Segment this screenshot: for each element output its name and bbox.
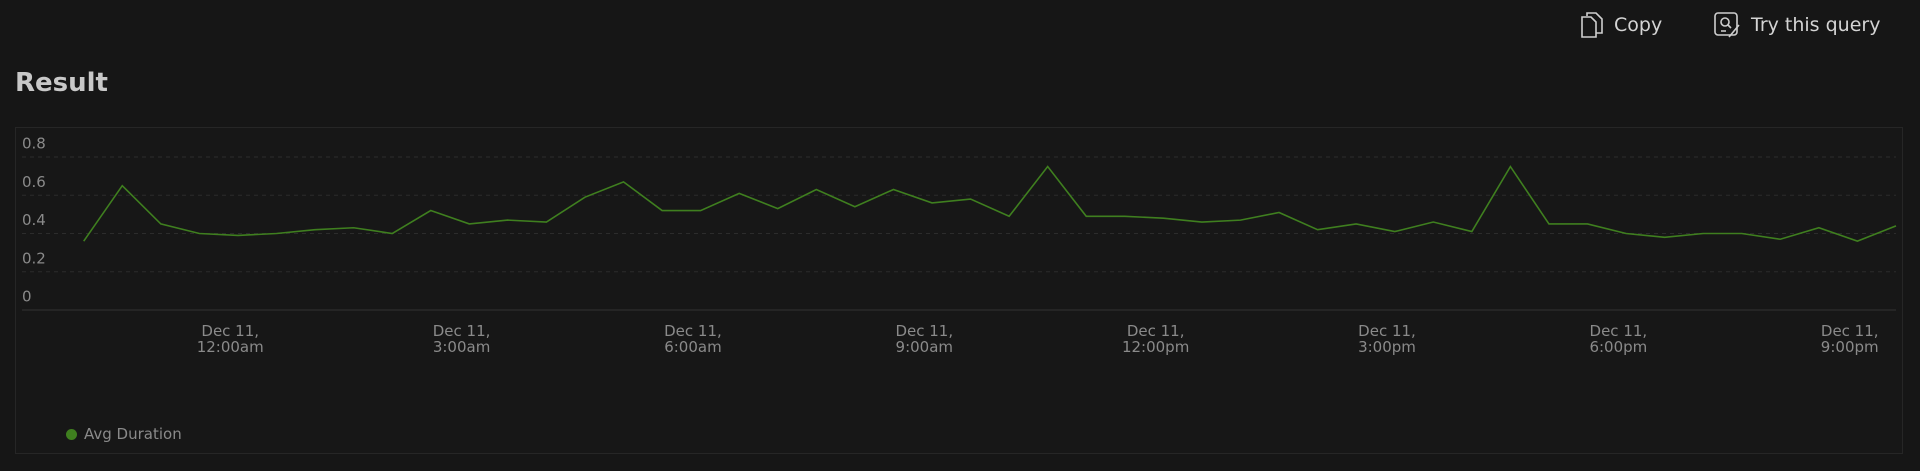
- legend: Avg Duration: [66, 425, 182, 443]
- legend-marker: [66, 428, 77, 440]
- query-icon: [1714, 12, 1740, 38]
- x-tick-label: Dec 11, 6:00am: [664, 322, 722, 356]
- copy-button[interactable]: Copy: [1580, 10, 1662, 40]
- x-tick-label: Dec 11, 3:00pm: [1358, 322, 1416, 356]
- y-tick-label: 0.2: [22, 249, 46, 267]
- y-tick-label: 0.6: [22, 173, 46, 191]
- x-tick-label: Dec 11, 9:00am: [895, 322, 954, 356]
- x-tick-label: Dec 11, 6:00pm: [1589, 322, 1648, 356]
- y-tick-label: 0.8: [22, 135, 46, 153]
- x-tick-label: Dec 11, 12:00am: [196, 322, 264, 356]
- y-tick-label: 0: [22, 288, 32, 306]
- y-tick-label: 0.4: [22, 211, 46, 229]
- x-tick-label: Dec 11, 9:00pm: [1820, 322, 1879, 356]
- try-query-button[interactable]: Try this query: [1713, 10, 1880, 40]
- data-line: [83, 165, 1897, 243]
- x-tick-label: Dec 11, 3:00am: [432, 322, 491, 356]
- legend-label: Avg Duration: [84, 425, 182, 443]
- chart-panel: [15, 127, 1903, 454]
- copy-label: Copy: [1614, 14, 1663, 36]
- copy-icon: [1581, 12, 1603, 38]
- x-tick-label: Dec 11, 12:00pm: [1121, 322, 1190, 356]
- try-query-label: Try this query: [1751, 14, 1881, 36]
- chart-title: Result: [15, 68, 108, 98]
